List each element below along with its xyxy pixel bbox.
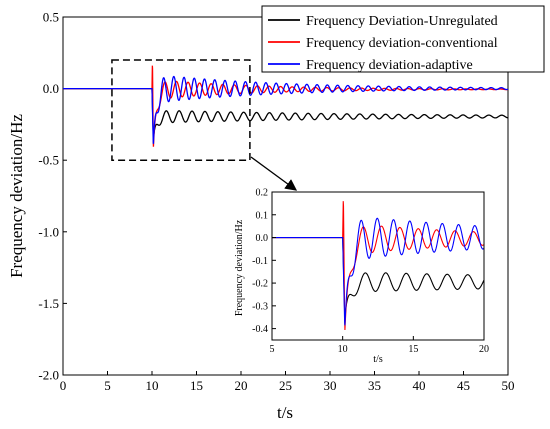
legend-label-adaptive: Frequency deviation-adaptive <box>306 58 473 73</box>
main-series-line-unregulated <box>63 87 509 138</box>
inset-x-tick-label: 10 <box>338 344 348 355</box>
main-y-tick-label: 0.5 <box>43 10 59 25</box>
main-y-tick-label: 0.0 <box>43 81 59 96</box>
main-y-tick-label: -1.5 <box>38 296 59 311</box>
zoom-indicator <box>111 59 298 191</box>
legend-label-conventional: Frequency deviation-conventional <box>306 36 498 51</box>
main-x-tick-label: 20 <box>235 378 248 393</box>
main-y-tick-label: -0.5 <box>38 153 59 168</box>
main-x-tick-label: 40 <box>413 378 426 393</box>
main-ticks: 0 5 10 15 20 25 30 35 40 45 50 -2.0 -1.5 -1.0 -0.5 0.0 0… <box>38 10 514 394</box>
main-series-line-adaptive <box>63 75 509 144</box>
main-axes: 0 5 10 15 20 25 30 35 40 45 50 -2.0 -1.5 -1.0 -0.5 0.0 0… <box>7 10 515 423</box>
main-x-tick-label: 50 <box>502 378 515 393</box>
inset-series-lines <box>272 201 485 331</box>
main-x-tick-label: 25 <box>279 378 292 393</box>
main-x-tick-label: 35 <box>368 378 381 393</box>
inset-x-axis-title: t/s <box>373 354 383 365</box>
zoom-box <box>111 59 251 161</box>
inset-y-tick-label: 0.0 <box>256 233 269 244</box>
inset-y-tick-label: -0.1 <box>252 256 268 267</box>
inset-x-tick-label: 15 <box>408 344 418 355</box>
inset-x-tick-label: 5 <box>270 344 275 355</box>
inset-ticks: 5 10 15 20 -0.4 -0.3 -0.2 -0.1 0.0 0.1 0.2 <box>252 188 489 356</box>
main-y-axis-title: Frequency deviation/Hz <box>7 114 26 278</box>
main-x-axis-title: t/s <box>277 403 293 422</box>
inset-background <box>272 192 484 340</box>
inset-y-tick-label: -0.2 <box>252 279 268 290</box>
legend: Frequency Deviation-Unregulated Frequenc… <box>261 5 545 73</box>
zoom-arrow <box>250 156 298 191</box>
inset-y-tick-label: -0.3 <box>252 301 268 312</box>
main-y-tick-label: -1.0 <box>38 224 59 239</box>
inset-series-line-adaptive <box>272 217 485 326</box>
main-x-tick-label: 10 <box>146 378 159 393</box>
legend-box <box>261 5 545 73</box>
inset-y-axis-title: Frequency deviation/Hz <box>234 219 245 316</box>
main-x-tick-label: 45 <box>457 378 470 393</box>
main-x-tick-label: 0 <box>60 378 67 393</box>
inset-plot-frame <box>271 191 485 341</box>
inset-y-tick-label: 0.2 <box>256 188 269 199</box>
main-x-tick-label: 5 <box>104 378 111 393</box>
inset-x-tick-label: 20 <box>479 344 489 355</box>
inset-y-tick-label: -0.4 <box>252 324 268 335</box>
main-series-lines <box>63 65 509 147</box>
main-y-tick-label: -2.0 <box>38 368 59 383</box>
main-series-line-conventional <box>63 65 509 147</box>
inset-axes: 5 10 15 20 -0.4 -0.3 -0.2 -0.1 0.0 0.1 0.2 t/s Fre… <box>234 188 489 366</box>
main-x-tick-label: 15 <box>190 378 203 393</box>
legend-label-unregulated: Frequency Deviation-Unregulated <box>306 14 498 29</box>
main-x-tick-label: 30 <box>324 378 337 393</box>
inset-y-tick-label: 0.1 <box>256 210 269 221</box>
